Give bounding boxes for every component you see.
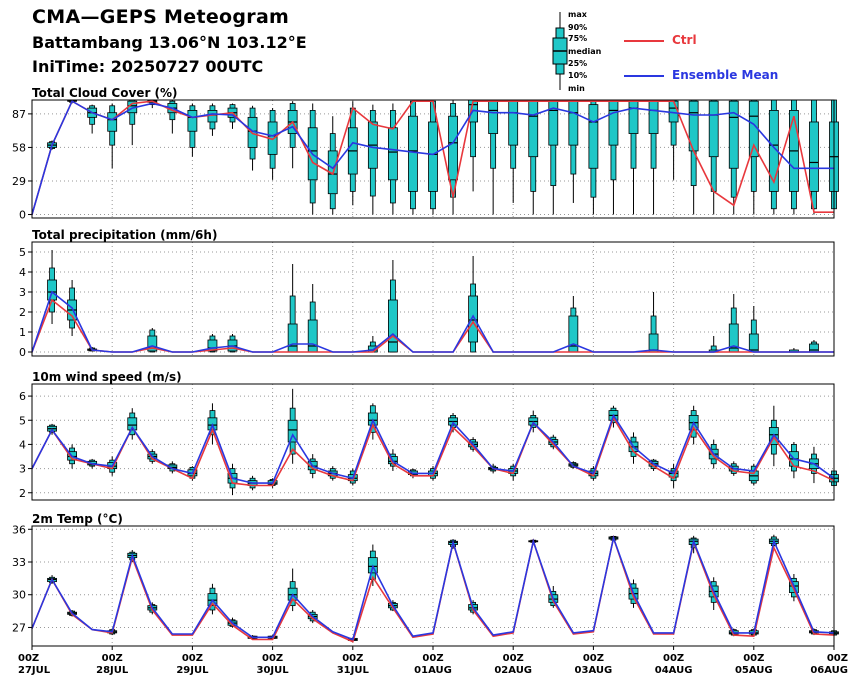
legend-mean-line — [624, 75, 664, 77]
x-tick-hour-label: 00Z — [262, 653, 283, 664]
y-tick-label: 0 — [19, 209, 26, 222]
ensemble-mean-line — [31, 413, 835, 484]
box-p25-p75 — [628, 100, 639, 134]
panel-title: Total precipitation (mm/6h) — [32, 228, 217, 242]
box-p25-p75 — [448, 115, 458, 181]
location-label: Battambang 13.06°N 103.12°E — [32, 33, 307, 52]
box-p25-p75 — [708, 100, 719, 158]
y-tick-label: 87 — [12, 108, 26, 121]
legend-median-label: median — [568, 47, 602, 56]
box-p25-p75 — [468, 295, 479, 343]
box-p25-p75 — [287, 323, 298, 353]
box-p25-p75 — [47, 279, 57, 301]
x-tick-date-label: 05AUG — [735, 665, 773, 676]
x-tick-date-label: 27JUL — [18, 665, 51, 676]
y-tick-label: 4 — [19, 438, 26, 451]
y-tick-label: 5 — [19, 414, 26, 427]
x-tick-date-label: 01AUG — [414, 665, 452, 676]
legend-ctrl-line — [624, 40, 664, 42]
x-tick-hour-label: 00Z — [663, 653, 684, 664]
box-p25-p75 — [588, 104, 599, 169]
box-p25-p75 — [809, 343, 819, 353]
y-tick-label: 33 — [12, 556, 26, 569]
box-p25-p75 — [107, 112, 118, 132]
box-p25-p75 — [387, 127, 398, 181]
y-tick-label: 0 — [19, 346, 26, 359]
x-tick-date-label: 02AUG — [494, 665, 532, 676]
x-tick-date-label: 06AUG — [810, 665, 848, 676]
y-tick-label: 27 — [12, 621, 26, 634]
x-tick-hour-label: 00Z — [422, 653, 443, 664]
panel-frame — [31, 241, 835, 357]
x-tick-hour-label: 00Z — [583, 653, 604, 664]
box-p25-p75 — [528, 100, 539, 158]
y-tick-label: 58 — [12, 141, 26, 154]
box-p25-p75 — [207, 110, 218, 123]
x-tick-hour-label: 00Z — [102, 653, 123, 664]
y-tick-label: 2 — [19, 487, 26, 500]
init-time-label: IniTime: 20250727 00UTC — [32, 57, 264, 76]
box-p25-p75 — [568, 100, 579, 146]
x-tick-hour-label: 00Z — [503, 653, 524, 664]
ensemble-mean-line — [31, 100, 834, 215]
y-tick-label: 3 — [19, 463, 26, 476]
y-tick-label: 36 — [12, 523, 26, 536]
x-tick-date-label: 03AUG — [575, 665, 613, 676]
panel-title: 10m wind speed (m/s) — [32, 370, 182, 384]
y-tick-label: 6 — [19, 390, 26, 403]
panel-frame — [31, 99, 835, 219]
chart-title: CMA—GEPS Meteogram — [32, 6, 290, 28]
box-p25-p75 — [488, 100, 499, 134]
ensemble-mean-line — [31, 535, 835, 641]
x-tick-hour-label: 00Z — [827, 653, 848, 664]
y-tick-label: 29 — [12, 175, 26, 188]
legend-min-label: min — [568, 84, 585, 93]
legend-mean-label: Ensemble Mean — [672, 68, 779, 82]
box-p25-p75 — [207, 339, 218, 352]
y-tick-label: 3 — [19, 286, 26, 299]
legend-p10-label: 10% — [568, 71, 588, 80]
box-p25-p75 — [508, 100, 519, 146]
x-tick-date-label: 31JUL — [337, 665, 370, 676]
y-tick-label: 30 — [12, 589, 26, 602]
box-p25-p75 — [147, 335, 158, 352]
legend-p75-label: 75% — [568, 34, 588, 43]
legend-max-label: max — [568, 10, 587, 19]
ensemble-mean-line — [31, 290, 834, 353]
box-p25-p75 — [608, 100, 619, 146]
y-tick-label: 5 — [19, 246, 26, 259]
box-p25-p75 — [187, 110, 198, 132]
box-p25-p75 — [408, 115, 418, 192]
panel-title: 2m Temp (°C) — [32, 512, 123, 526]
box-p25-p75 — [287, 419, 298, 443]
x-tick-hour-label: 00Z — [18, 653, 39, 664]
x-tick-hour-label: 00Z — [182, 653, 203, 664]
box-p25-p75 — [127, 417, 138, 431]
legend-p90-label: 90% — [568, 23, 588, 32]
panel-frame — [31, 383, 835, 501]
box-legend: max 90% 75% median 25% 10% min — [550, 10, 610, 94]
box-p25-p75 — [428, 121, 438, 192]
x-tick-date-label: 04AUG — [655, 665, 693, 676]
y-tick-label: 2 — [19, 306, 26, 319]
box-legend-glyph — [552, 12, 568, 90]
box-p25-p75 — [728, 100, 739, 169]
box-p25-p75 — [387, 299, 398, 353]
box-p25-p75 — [748, 333, 759, 353]
box-p25-p75 — [648, 100, 659, 134]
x-tick-date-label: 30JUL — [257, 665, 290, 676]
x-tick-hour-label: 00Z — [342, 653, 363, 664]
x-tick-date-label: 29JUL — [176, 665, 209, 676]
legend-ctrl-label: Ctrl — [672, 33, 697, 47]
panel-title: Total Cloud Cover (%) — [32, 86, 178, 100]
box-p25-p75 — [307, 319, 318, 353]
x-tick-date-label: 28JUL — [96, 665, 129, 676]
y-tick-label: 1 — [19, 326, 26, 339]
legend-p25-label: 25% — [568, 59, 588, 68]
x-tick-hour-label: 00Z — [743, 653, 764, 664]
box-p25-p75 — [809, 121, 819, 192]
y-tick-label: 4 — [19, 266, 26, 279]
